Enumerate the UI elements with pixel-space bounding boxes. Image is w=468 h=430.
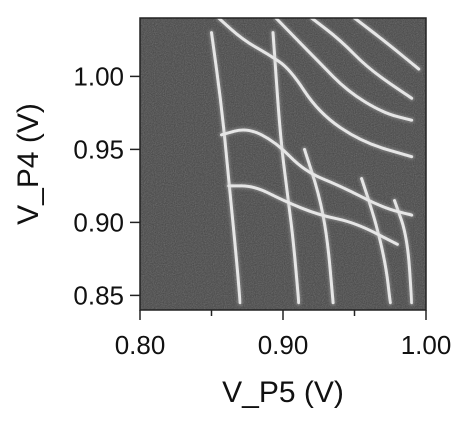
transition-line-11 bbox=[353, 18, 421, 71]
transition-line-7 bbox=[220, 128, 414, 217]
transition-line-8 bbox=[227, 184, 399, 246]
y-tick-label: 0.90 bbox=[73, 207, 124, 237]
y-tick-label: 0.95 bbox=[73, 134, 124, 164]
transition-line-2 bbox=[271, 31, 301, 305]
y-tick-label: 1.00 bbox=[73, 61, 124, 91]
transition-line-6 bbox=[217, 18, 414, 159]
x-tick-label: 0.90 bbox=[258, 330, 309, 360]
transition-line-9 bbox=[274, 18, 414, 122]
x-tick-label: 0.80 bbox=[115, 330, 166, 360]
x-axis: 0.80 0.90 1.00 bbox=[115, 310, 452, 360]
transition-line-5 bbox=[393, 199, 414, 305]
y-axis: 0.85 0.90 0.95 1.00 bbox=[73, 61, 140, 310]
transition-line-4 bbox=[360, 177, 392, 305]
transition-line-10 bbox=[310, 18, 414, 100]
x-axis-label: V_P5 (V) bbox=[222, 376, 344, 409]
transition-line-1 bbox=[210, 31, 242, 305]
x-tick-label: 1.00 bbox=[401, 330, 452, 360]
transition-lines bbox=[208, 18, 422, 306]
y-axis-label: V_P4 (V) bbox=[12, 103, 45, 225]
plot-area bbox=[139, 17, 427, 311]
y-tick-label: 0.85 bbox=[73, 280, 124, 310]
